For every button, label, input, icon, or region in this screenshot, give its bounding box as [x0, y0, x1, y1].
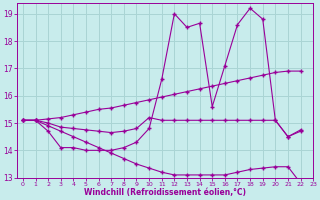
X-axis label: Windchill (Refroidissement éolien,°C): Windchill (Refroidissement éolien,°C) [84, 188, 246, 197]
